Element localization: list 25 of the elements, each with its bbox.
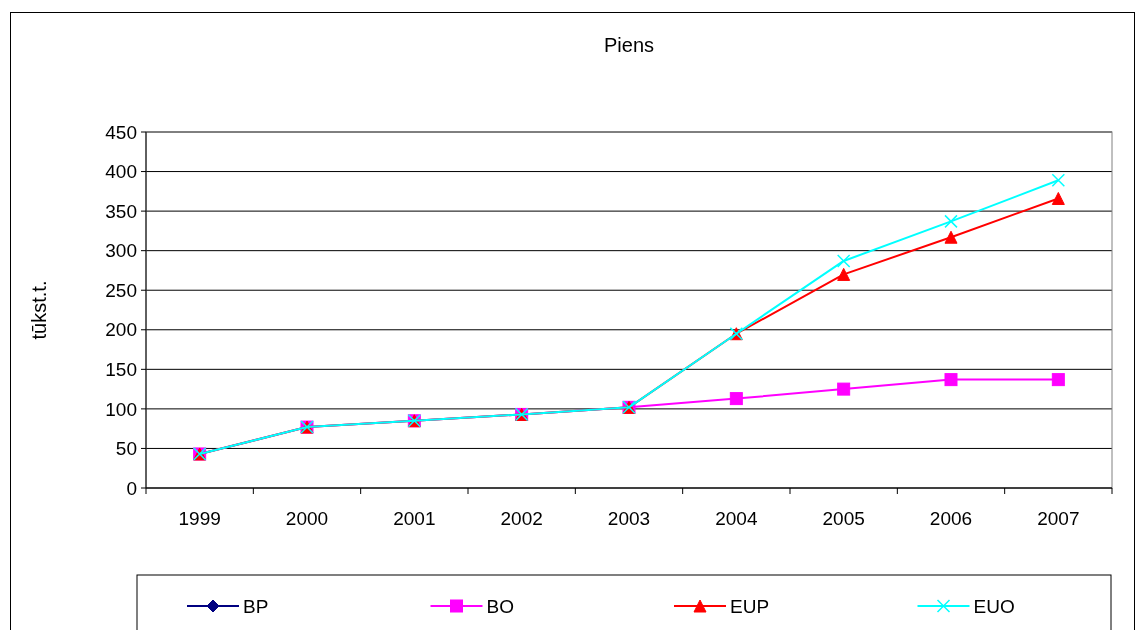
y-tick-label: 200 [105,319,137,341]
y-tick-label: 300 [105,240,137,262]
x-tick-label: 2004 [715,508,758,529]
y-tick-label: 0 [126,477,137,499]
x-tick-label: 1999 [178,508,221,529]
y-axis-title: tūkst.t. [28,280,50,340]
legend-label: BO [486,595,514,617]
x-tick-label: 2003 [607,508,651,529]
x-tick-label: 2006 [929,508,973,529]
y-tick-label: 400 [105,161,137,183]
x-tick-label: 2002 [500,508,543,529]
legend-label: BP [243,595,269,617]
x-tick-label: 2001 [393,508,436,529]
y-tick-label: 50 [115,438,137,460]
y-tick-label: 150 [105,358,137,380]
x-tick-label: 2005 [822,508,865,529]
y-tick-label: 450 [105,121,137,143]
legend-label: EUO [973,595,1015,617]
y-tick-label: 100 [105,398,137,420]
legend-label: EUP [730,595,770,617]
x-tick-label: 2000 [285,508,329,529]
y-tick-label: 350 [105,200,137,222]
y-tick-label: 250 [105,279,137,301]
x-tick-label: 2007 [1037,508,1080,529]
chart-title: Piens [603,34,655,56]
